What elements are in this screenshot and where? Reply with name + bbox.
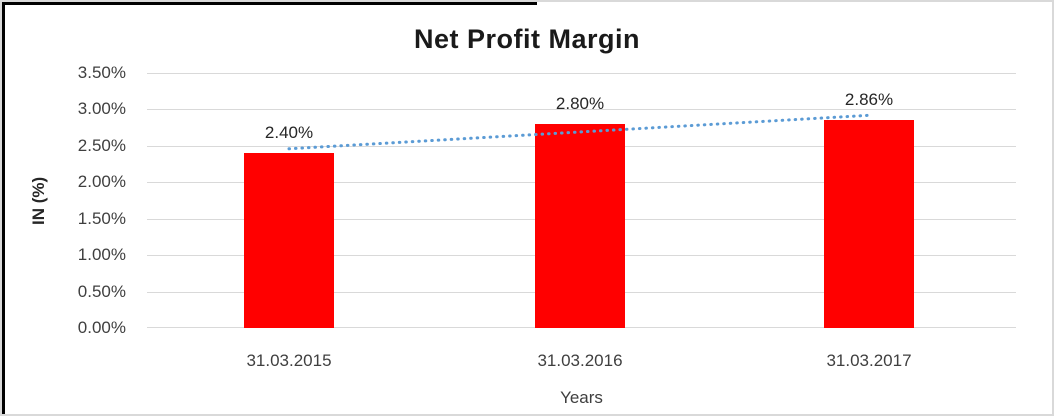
x-tick-label: 31.03.2017 — [826, 351, 912, 370]
bar-data-label: 2.80% — [555, 94, 605, 113]
bar-data-label: 2.40% — [264, 123, 314, 143]
chart-title: Net Profit Margin — [413, 24, 640, 54]
left-black-border — [2, 2, 5, 414]
y-tick-label: 0.50% — [77, 282, 126, 301]
y-tick-label: 1.00% — [77, 245, 126, 264]
bar-2017 — [824, 119, 914, 328]
y-tick-label: 0.00% — [77, 318, 126, 337]
bar-2016 — [535, 124, 625, 328]
gridline — [147, 73, 1016, 74]
plot-area: 2.40% 2.80% 2.86% — [147, 73, 1016, 328]
y-tick-label: 3.00% — [77, 99, 126, 118]
top-black-border — [2, 2, 537, 5]
x-tick-label: 31.03.2015 — [246, 351, 332, 370]
y-tick-label: 2.50% — [77, 136, 126, 155]
bar-2015 — [244, 153, 334, 328]
gridline — [147, 109, 1016, 110]
trendline — [287, 113, 871, 151]
x-tick-label: 31.03.2016 — [537, 351, 623, 370]
bar-data-label: 2.86% — [844, 89, 894, 109]
y-tick-label: 3.50% — [77, 63, 126, 82]
y-tick-label: 2.00% — [77, 172, 126, 191]
y-tick-label: 1.50% — [77, 209, 126, 228]
x-axis-title: Years — [560, 388, 603, 407]
